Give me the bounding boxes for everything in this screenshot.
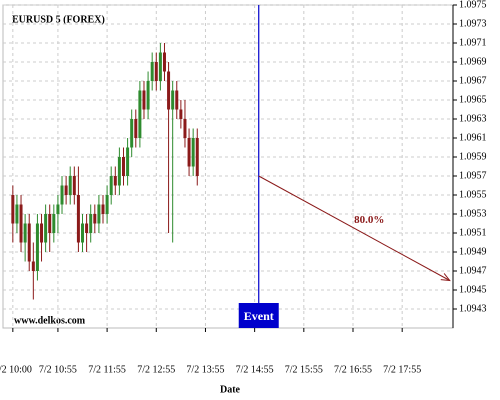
candle-body [76, 195, 80, 243]
candle-body [171, 90, 175, 110]
candle-body [187, 138, 191, 167]
candle-body [40, 223, 44, 243]
y-tick-label: 1.0957 [459, 170, 487, 181]
watermark: www.delkos.com [14, 315, 86, 326]
y-tick-label: 1.0949 [459, 246, 487, 257]
y-tick-label: 1.0955 [459, 189, 487, 200]
candle-body [31, 261, 35, 271]
y-tick-label: 1.0965 [459, 94, 487, 105]
candle-body [191, 138, 195, 167]
y-tick-label: 1.0973 [459, 18, 487, 29]
candle-body [60, 185, 64, 205]
candle-body [11, 195, 15, 224]
x-tick-label: 7/2 17:55 [383, 364, 421, 375]
candle-body [142, 90, 146, 110]
candle-body [117, 157, 121, 186]
candle-body [146, 81, 150, 110]
event-box [238, 303, 279, 328]
candle-body [56, 204, 60, 214]
candle-body [27, 223, 31, 262]
candle-body [89, 214, 93, 233]
candle-body [105, 195, 109, 214]
event-label: Event [244, 309, 274, 323]
candle-body [138, 90, 142, 138]
candle-body [19, 204, 23, 243]
candle-body [154, 62, 158, 81]
candle-body [195, 138, 199, 176]
candle-body [150, 62, 154, 81]
y-tick-label: 1.0947 [459, 265, 487, 276]
x-tick-label: 7/2 10:00 [0, 364, 32, 375]
y-tick-label: 1.0945 [459, 284, 487, 295]
y-tick-label: 1.0943 [459, 303, 487, 314]
candle-body [35, 223, 39, 271]
projection-label: 80.0% [354, 214, 384, 226]
candle-body [109, 176, 113, 195]
candle-body [175, 90, 179, 110]
candle-body [23, 223, 27, 243]
x-axis-title: Date [220, 384, 241, 395]
candle-body [93, 214, 97, 224]
y-tick-label: 1.0963 [459, 113, 487, 124]
x-tick-label: 7/2 12:55 [137, 364, 175, 375]
y-tick-label: 1.0951 [459, 227, 487, 238]
candle-body [101, 204, 105, 214]
x-tick-label: 7/2 16:55 [334, 364, 372, 375]
x-tick-label: 7/2 14:55 [236, 364, 274, 375]
candle-body [72, 176, 76, 195]
candle-body [121, 157, 125, 176]
y-tick-label: 1.0975 [459, 0, 487, 10]
candle-body [68, 176, 72, 195]
candle-body [52, 214, 56, 233]
candle-body [183, 119, 187, 138]
candle-body [44, 214, 48, 243]
candle-body [113, 176, 117, 186]
y-tick-label: 1.0959 [459, 151, 487, 162]
candle-body [134, 119, 138, 138]
y-tick-label: 1.0969 [459, 56, 487, 67]
candle-body [179, 109, 183, 119]
candle-body [158, 52, 162, 81]
projection-arrow [258, 175, 450, 281]
arrow-head [440, 273, 451, 282]
candle-body [81, 223, 85, 243]
candle-body [15, 204, 19, 224]
candle-body [64, 185, 68, 195]
candle-body [167, 71, 171, 110]
candle-body [48, 214, 52, 233]
y-tick-label: 1.0953 [459, 208, 487, 219]
candle-body [126, 147, 130, 176]
x-tick-label: 7/2 11:55 [88, 364, 126, 375]
y-tick-label: 1.0971 [459, 37, 487, 48]
candle-body [130, 119, 134, 148]
y-tick-label: 1.0967 [459, 75, 487, 86]
x-tick-label: 7/2 10:55 [39, 364, 77, 375]
x-tick-label: 7/2 15:55 [285, 364, 323, 375]
y-tick-label: 1.0961 [459, 132, 487, 143]
candle-body [97, 204, 101, 224]
x-tick-label: 7/2 13:55 [186, 364, 224, 375]
candle-body [162, 52, 166, 72]
candle-body [85, 223, 89, 233]
